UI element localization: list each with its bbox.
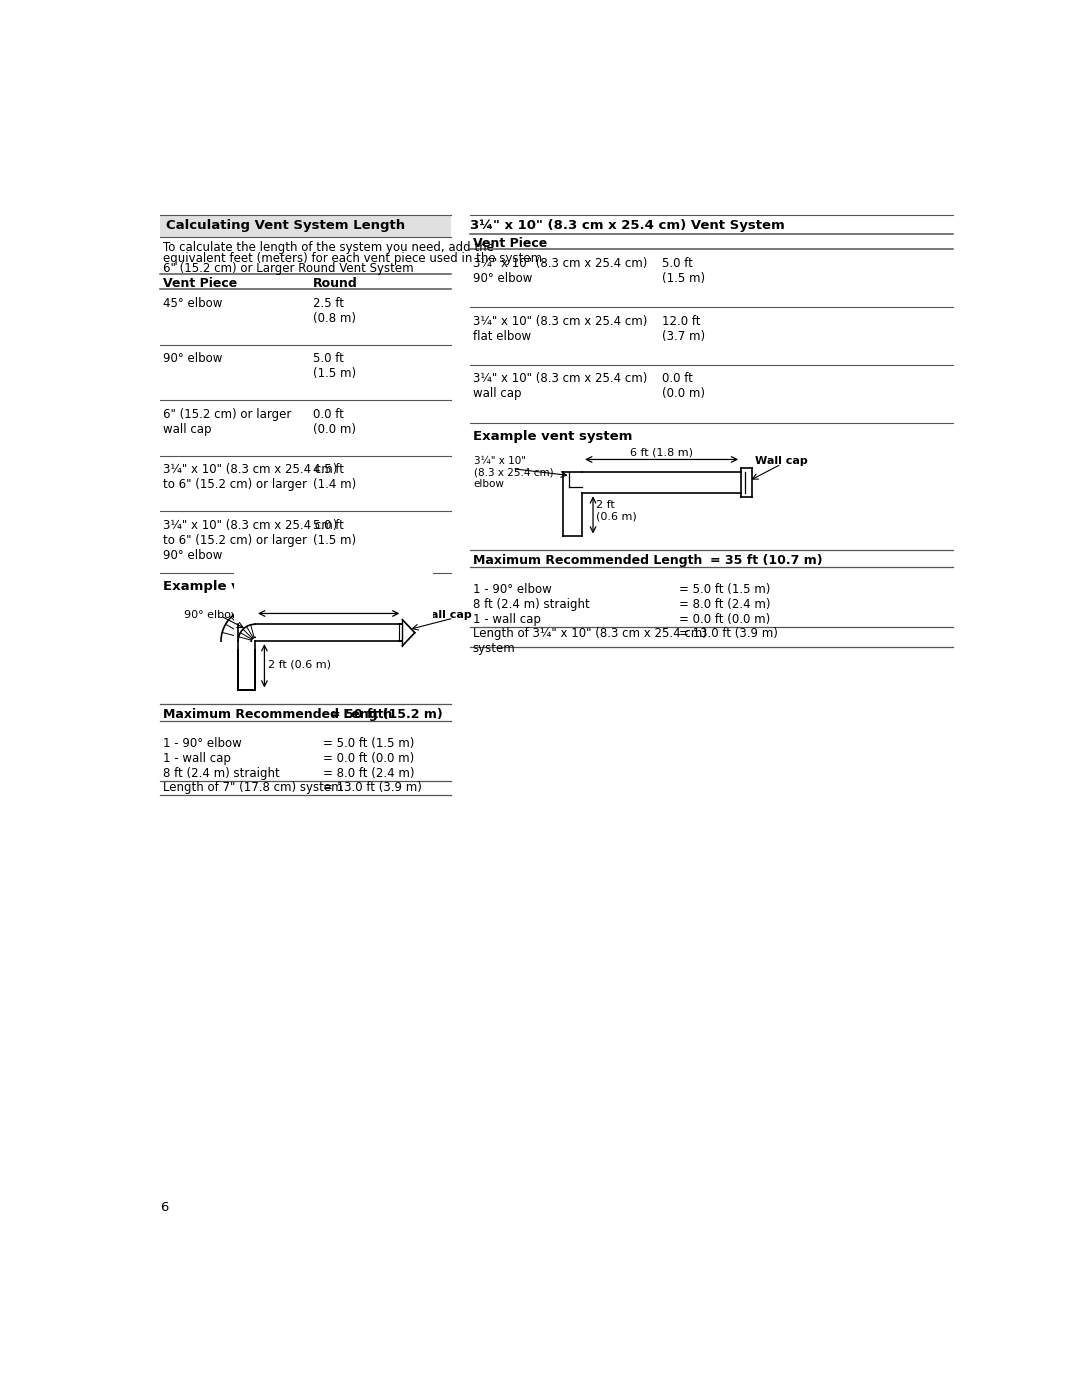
Bar	[234, 560, 433, 648]
Text: = 13.0 ft (3.9 m): = 13.0 ft (3.9 m)	[679, 627, 778, 640]
Text: Maximum Recommended Length: Maximum Recommended Length	[163, 708, 392, 721]
Text: = 8.0 ft (2.4 m): = 8.0 ft (2.4 m)	[323, 767, 414, 781]
Text: 2.5 ft
(0.8 m): 2.5 ft (0.8 m)	[313, 298, 356, 326]
Text: 6 ft (1.8 m): 6 ft (1.8 m)	[297, 602, 361, 612]
Text: equivalent feet (meters) for each vent piece used in the system.: equivalent feet (meters) for each vent p…	[163, 251, 545, 264]
Text: 2 ft
(0.6 m): 2 ft (0.6 m)	[596, 500, 637, 522]
Text: 0.0 ft
(0.0 m): 0.0 ft (0.0 m)	[313, 408, 356, 436]
Text: = 0.0 ft (0.0 m): = 0.0 ft (0.0 m)	[323, 752, 414, 766]
Text: 1 - 90° elbow: 1 - 90° elbow	[473, 583, 552, 595]
Text: 90° elbow: 90° elbow	[184, 609, 240, 620]
Text: Vent Piece: Vent Piece	[163, 277, 238, 291]
Text: 6: 6	[160, 1201, 168, 1214]
Text: 45° elbow: 45° elbow	[163, 298, 222, 310]
Text: 4.5 ft
(1.4 m): 4.5 ft (1.4 m)	[313, 464, 356, 492]
Text: Example vent system: Example vent system	[473, 430, 632, 443]
Text: = 13.0 ft (3.9 m): = 13.0 ft (3.9 m)	[323, 781, 421, 795]
Bar	[160, 215, 451, 237]
Text: 5.0 ft
(1.5 m): 5.0 ft (1.5 m)	[313, 518, 356, 546]
Text: = 5.0 ft (1.5 m): = 5.0 ft (1.5 m)	[679, 583, 770, 595]
Text: 3¼" x 10" (8.3 cm x 25.4 cm)
wall cap: 3¼" x 10" (8.3 cm x 25.4 cm) wall cap	[473, 373, 647, 401]
Text: 12.0 ft
(3.7 m): 12.0 ft (3.7 m)	[662, 314, 705, 342]
Text: Length of 7" (17.8 cm) system: Length of 7" (17.8 cm) system	[163, 781, 342, 795]
Text: 3¼" x 10" (8.3 cm x 25.4 cm) Vent System: 3¼" x 10" (8.3 cm x 25.4 cm) Vent System	[470, 219, 784, 232]
Text: 90° elbow: 90° elbow	[163, 352, 222, 366]
Text: Length of 3¼" x 10" (8.3 cm x 25.4 cm)
system: Length of 3¼" x 10" (8.3 cm x 25.4 cm) s…	[473, 627, 706, 655]
Text: 1 - wall cap: 1 - wall cap	[473, 613, 541, 626]
Text: 0.0 ft
(0.0 m): 0.0 ft (0.0 m)	[662, 373, 705, 401]
Text: = 5.0 ft (1.5 m): = 5.0 ft (1.5 m)	[323, 736, 414, 750]
Text: 3¼" x 10" (8.3 cm x 25.4 cm)
90° elbow: 3¼" x 10" (8.3 cm x 25.4 cm) 90° elbow	[473, 257, 647, 285]
Bar	[237, 569, 420, 643]
Text: Round: Round	[313, 277, 357, 291]
Text: 1 - wall cap: 1 - wall cap	[163, 752, 231, 766]
Text: Calculating Vent System Length: Calculating Vent System Length	[166, 219, 405, 232]
Text: = 50 ft (15.2 m): = 50 ft (15.2 m)	[330, 708, 443, 721]
Text: 5.0 ft
(1.5 m): 5.0 ft (1.5 m)	[313, 352, 356, 380]
Text: = 35 ft (10.7 m): = 35 ft (10.7 m)	[710, 555, 823, 567]
Text: 3¼" x 10" (8.3 cm x 25.4 cm)
to 6" (15.2 cm) or larger
90° elbow: 3¼" x 10" (8.3 cm x 25.4 cm) to 6" (15.2…	[163, 518, 337, 562]
Text: To calculate the length of the system you need, add the: To calculate the length of the system yo…	[163, 240, 494, 254]
Text: Vent Piece: Vent Piece	[473, 237, 548, 250]
Text: = 8.0 ft (2.4 m): = 8.0 ft (2.4 m)	[679, 598, 770, 610]
Text: 8 ft (2.4 m) straight: 8 ft (2.4 m) straight	[473, 598, 590, 610]
Text: 1 - 90° elbow: 1 - 90° elbow	[163, 736, 242, 750]
Text: 3¼" x 10"
(8.3 x 25.4 cm)
elbow: 3¼" x 10" (8.3 x 25.4 cm) elbow	[474, 455, 553, 489]
Text: Wall cap: Wall cap	[755, 455, 808, 465]
Text: 5.0 ft
(1.5 m): 5.0 ft (1.5 m)	[662, 257, 705, 285]
Text: 6" (15.2 cm) or Larger Round Vent System: 6" (15.2 cm) or Larger Round Vent System	[163, 263, 414, 275]
Text: 8 ft (2.4 m) straight: 8 ft (2.4 m) straight	[163, 767, 280, 781]
Text: Wall cap: Wall cap	[419, 610, 471, 620]
Text: 3¼" x 10" (8.3 cm x 25.4 cm)
flat elbow: 3¼" x 10" (8.3 cm x 25.4 cm) flat elbow	[473, 314, 647, 342]
Text: Example vent system: Example vent system	[163, 580, 322, 594]
Text: Maximum Recommended Length: Maximum Recommended Length	[473, 555, 702, 567]
Text: 6" (15.2 cm) or larger
wall cap: 6" (15.2 cm) or larger wall cap	[163, 408, 292, 436]
Text: 2 ft (0.6 m): 2 ft (0.6 m)	[268, 659, 330, 669]
Text: = 0.0 ft (0.0 m): = 0.0 ft (0.0 m)	[679, 613, 770, 626]
Text: 3¼" x 10" (8.3 cm x 25.4 cm)
to 6" (15.2 cm) or larger: 3¼" x 10" (8.3 cm x 25.4 cm) to 6" (15.2…	[163, 464, 337, 492]
Text: 6 ft (1.8 m): 6 ft (1.8 m)	[630, 448, 693, 458]
